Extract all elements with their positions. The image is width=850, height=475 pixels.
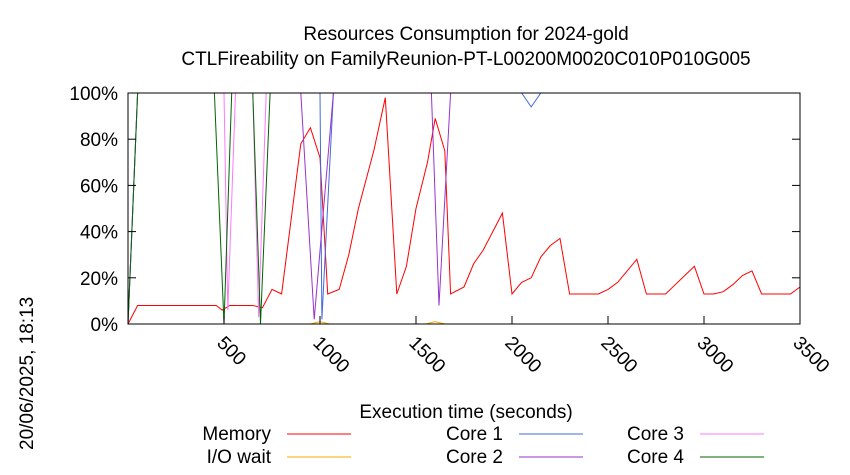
y-tick-label: 0% <box>91 315 119 336</box>
y-axis: 0% 20% 40% 60% 80% 100% <box>69 84 800 336</box>
x-axis: 500 1000 1500 2000 2500 3000 3500 <box>212 316 833 377</box>
legend-label: I/O wait <box>207 447 272 468</box>
y-tick-label: 100% <box>69 84 118 105</box>
y-tick-label: 80% <box>80 130 118 151</box>
legend-label: Core 4 <box>627 447 684 468</box>
x-tick-label: 3000 <box>692 333 737 378</box>
legend-label: Core 3 <box>627 424 684 445</box>
y-tick-label: 20% <box>80 269 118 290</box>
x-tick-label: 2000 <box>500 333 545 378</box>
series-line-core-3 <box>127 92 800 325</box>
series-line-memory <box>127 97 801 325</box>
y-tick-label: 40% <box>80 223 118 244</box>
x-tick-label: 1000 <box>308 333 353 378</box>
x-tick-label: 500 <box>212 333 249 370</box>
plot-border <box>127 92 801 325</box>
y-tick-label: 60% <box>80 176 118 197</box>
chart-subtitle: CTLFireability on FamilyReunion-PT-L0020… <box>181 49 750 70</box>
series-layer <box>127 92 801 325</box>
x-tick-label: 1500 <box>404 333 449 378</box>
legend-label: Core 1 <box>446 424 503 445</box>
x-tick-label: 3500 <box>788 333 833 378</box>
timestamp-label: 20/06/2025, 18:13 <box>17 297 38 450</box>
legend-label: Core 2 <box>446 447 503 468</box>
legend-label: Memory <box>202 424 271 445</box>
chart-title: Resources Consumption for 2024-gold <box>303 24 628 45</box>
x-tick-label: 2500 <box>596 333 641 378</box>
x-axis-label: Execution time (seconds) <box>359 402 572 423</box>
